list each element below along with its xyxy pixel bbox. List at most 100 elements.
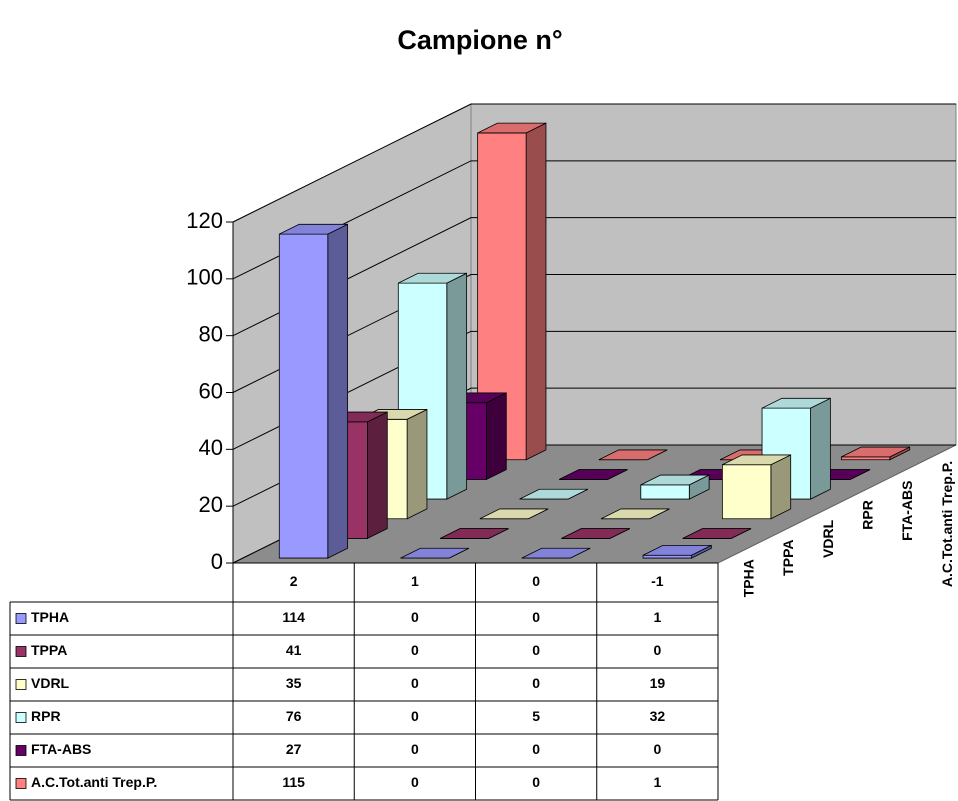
- table-header: 0: [532, 573, 540, 589]
- bar-side: [327, 223, 349, 559]
- bar-top: [600, 508, 670, 520]
- table-cell: 35: [286, 675, 302, 691]
- legend-label: TPHA: [31, 609, 69, 625]
- y-tick-label: 80: [199, 321, 223, 346]
- bar-top: [479, 508, 549, 520]
- table-cell: 0: [653, 741, 661, 757]
- table-cell: 1: [653, 774, 661, 790]
- bar-side: [367, 411, 388, 540]
- bar: [561, 528, 630, 539]
- legend-swatch: [15, 679, 27, 690]
- table-cell: 5: [532, 708, 540, 724]
- y-tick-label: 40: [199, 435, 223, 460]
- bar: [600, 508, 670, 520]
- table-cell: 27: [286, 741, 302, 757]
- bar-top: [400, 547, 470, 559]
- depth-label: TPHA: [741, 559, 757, 597]
- bar: [479, 508, 549, 520]
- table-cell: 0: [411, 609, 419, 625]
- bar: [682, 528, 752, 539]
- table-cell: 114: [282, 609, 305, 625]
- legend-swatch: [15, 745, 27, 756]
- bar: [559, 469, 628, 480]
- bar: [477, 122, 547, 461]
- legend-swatch: [15, 646, 27, 657]
- y-tick-label: 20: [199, 492, 223, 517]
- table-header: 2: [290, 573, 298, 589]
- table-cell: 0: [532, 675, 540, 691]
- table-cell: 0: [532, 609, 540, 625]
- bar: [642, 544, 712, 559]
- bar-side: [810, 397, 831, 500]
- y-tick-label: 100: [186, 265, 223, 290]
- legend-label: VDRL: [31, 675, 70, 691]
- bar-top: [642, 545, 712, 556]
- bar-side: [525, 122, 547, 461]
- table-cell: 0: [532, 642, 540, 658]
- y-tick-label: 120: [186, 208, 223, 233]
- bar-side: [446, 272, 468, 500]
- bar: [521, 547, 591, 559]
- depth-label: VDRL: [820, 519, 836, 558]
- bar: [278, 223, 349, 559]
- bar: [840, 446, 911, 461]
- table-cell: 76: [286, 708, 302, 724]
- bar: [519, 488, 589, 500]
- bar-top: [521, 547, 591, 559]
- bar-side: [406, 408, 428, 520]
- bar-top: [598, 449, 668, 461]
- table-cell: 115: [282, 774, 305, 790]
- y-tick-label: 0: [211, 549, 223, 574]
- legend-label: FTA-ABS: [31, 741, 91, 757]
- depth-label: RPR: [860, 500, 876, 530]
- legend-swatch: [15, 613, 27, 624]
- table-cell: 0: [411, 675, 419, 691]
- table-cell: 0: [411, 774, 419, 790]
- table-cell: 1: [653, 609, 661, 625]
- table-cell: 0: [653, 642, 661, 658]
- bar-top: [841, 446, 910, 458]
- legend-swatch: [15, 778, 27, 789]
- legend-label: A.C.Tot.anti Trep.P.: [31, 774, 157, 790]
- depth-label: FTA-ABS: [899, 481, 915, 541]
- bar: [400, 547, 470, 559]
- bar-top: [682, 528, 752, 539]
- bar-front: [642, 554, 692, 559]
- table-header: 1: [411, 573, 419, 589]
- bar-top: [561, 528, 630, 539]
- bar-top: [722, 454, 791, 466]
- table-cell: 19: [650, 675, 666, 691]
- bar: [721, 454, 792, 520]
- bar-front: [721, 464, 772, 520]
- table-header: -1: [651, 573, 664, 589]
- bar-top: [640, 474, 710, 486]
- legend-label: TPPA: [31, 642, 67, 658]
- bar: [598, 449, 668, 461]
- depth-label: A.C.Tot.anti Trep.P.: [939, 461, 955, 587]
- table-cell: 32: [650, 708, 666, 724]
- bar-top: [279, 223, 348, 235]
- bar-front: [278, 233, 329, 559]
- bar-front: [840, 456, 891, 461]
- table-cell: 0: [532, 741, 540, 757]
- bar-front: [640, 484, 690, 500]
- bar-top: [398, 272, 467, 284]
- bar-top: [477, 122, 547, 134]
- bar-top: [761, 397, 831, 409]
- bar: [640, 474, 710, 500]
- chart-title: Campione n°: [397, 25, 562, 55]
- bar-top: [440, 528, 509, 539]
- bar-side: [486, 392, 507, 481]
- depth-label: TPPA: [780, 540, 796, 576]
- legend-swatch: [15, 712, 27, 723]
- legend-label: RPR: [31, 708, 61, 724]
- table-cell: 0: [411, 741, 419, 757]
- grid-line: [232, 103, 956, 223]
- table-cell: 0: [532, 774, 540, 790]
- bar-side: [770, 454, 792, 520]
- bar-top: [519, 488, 589, 500]
- table-cell: 0: [411, 642, 419, 658]
- table-cell: 0: [411, 708, 419, 724]
